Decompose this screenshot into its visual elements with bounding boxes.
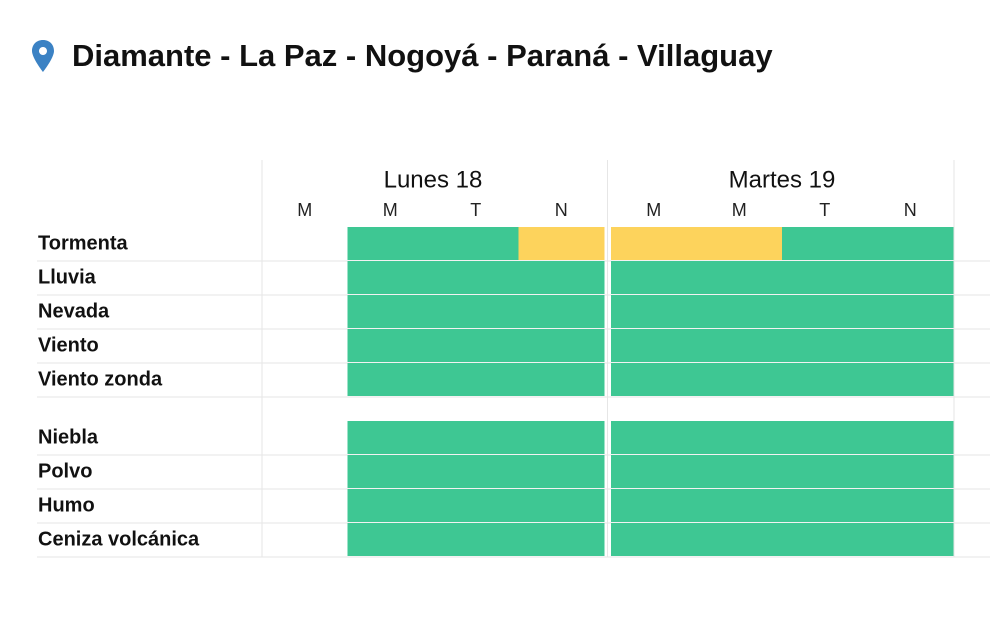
alert-cell [696,329,783,362]
alert-cell [611,227,697,260]
alert-cell [347,455,434,488]
alert-cell [782,421,868,454]
row-label: Niebla [38,426,99,448]
alert-cell [696,227,783,260]
alert-cell [347,421,434,454]
alert-cell [518,455,605,488]
period-label: N [555,200,568,220]
day-label: Martes 19 [729,166,836,193]
location-pin [32,40,54,72]
alert-cell [433,295,519,328]
alert-cell [782,227,868,260]
alert-cell [696,489,783,522]
row-label: Lluvia [38,266,97,288]
row-label: Tormenta [38,232,129,254]
alert-cell [782,489,868,522]
alert-cell [696,455,783,488]
alert-cell [696,295,783,328]
alert-cell [867,227,954,260]
period-label: M [732,200,747,220]
alert-cell [347,363,434,396]
title: Diamante - La Paz - Nogoyá - Paraná - Vi… [72,38,773,73]
alert-cell [611,363,697,396]
alert-cell [782,523,868,556]
alert-cell [867,329,954,362]
row-label: Polvo [38,460,92,482]
alert-cell [433,329,519,362]
alert-cell [518,421,605,454]
alert-cell [518,329,605,362]
alert-cell [782,363,868,396]
alert-cell [433,261,519,294]
alert-cell [347,523,434,556]
alert-cell [611,489,697,522]
alert-cell [518,295,605,328]
alert-cell [782,295,868,328]
alert-cell [867,455,954,488]
alert-cell [433,227,519,260]
alert-cell [518,489,605,522]
row-label: Viento zonda [38,368,163,390]
alert-cell [433,489,519,522]
alert-cell [696,261,783,294]
alert-cell [867,295,954,328]
alert-cell [782,261,868,294]
period-label: M [646,200,661,220]
alert-cell [347,329,434,362]
alert-cell [611,261,697,294]
alert-cell [782,455,868,488]
row-label: Nevada [38,300,110,322]
alert-cell [433,523,519,556]
alert-cell [611,421,697,454]
alert-cell [433,363,519,396]
alert-cell [611,523,697,556]
alert-cell [518,523,605,556]
period-label: M [383,200,398,220]
period-label: T [470,200,481,220]
alert-cell [696,523,783,556]
alert-cell [347,227,434,260]
alert-cell [347,261,434,294]
alert-cell [611,295,697,328]
day-label: Lunes 18 [384,166,483,193]
alert-cell [347,295,434,328]
alert-cell [867,261,954,294]
alert-cell [347,489,434,522]
alert-cell [867,523,954,556]
alert-cell [518,227,605,260]
alert-cell [611,329,697,362]
alert-cell [867,489,954,522]
row-label: Viento [38,334,99,356]
period-label: N [904,200,917,220]
alert-cell [611,455,697,488]
alert-cell [433,455,519,488]
alert-cell [518,261,605,294]
period-label: T [819,200,830,220]
alert-cell [782,329,868,362]
alert-cell [696,421,783,454]
row-label: Humo [38,494,95,516]
alert-cell [696,363,783,396]
alert-cell [867,421,954,454]
period-label: M [297,200,312,220]
alert-cell [867,363,954,396]
row-label: Ceniza volcánica [38,528,200,550]
alert-cell [518,363,605,396]
alert-cell [433,421,519,454]
